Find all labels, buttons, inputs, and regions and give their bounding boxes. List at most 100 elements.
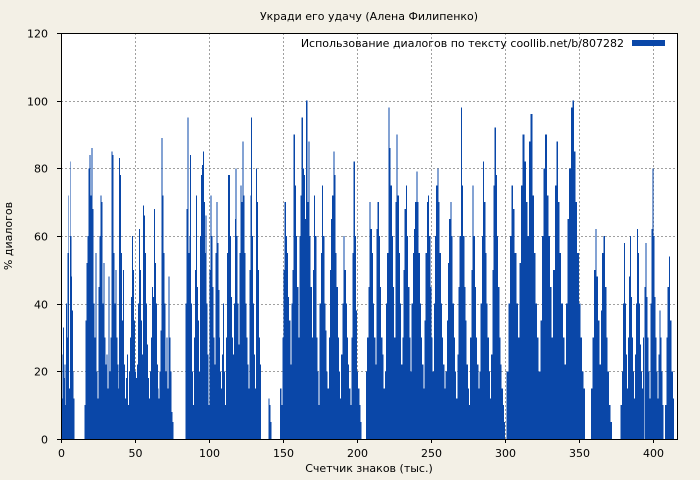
bar bbox=[559, 252, 562, 439]
bar bbox=[344, 269, 346, 439]
bar bbox=[655, 337, 657, 439]
bar bbox=[252, 236, 254, 439]
bar bbox=[221, 388, 223, 439]
bar bbox=[637, 229, 639, 439]
x-tick-label: 150 bbox=[273, 447, 294, 460]
bar bbox=[495, 175, 498, 439]
legend-label: Использование диалогов по тексту coollib… bbox=[301, 37, 624, 50]
bar bbox=[223, 303, 225, 439]
bar bbox=[337, 337, 339, 439]
bar bbox=[289, 320, 291, 439]
bar bbox=[245, 303, 247, 439]
bar bbox=[371, 252, 374, 439]
bar bbox=[308, 141, 310, 439]
bar bbox=[157, 388, 159, 439]
bar bbox=[230, 296, 232, 439]
bar bbox=[299, 236, 301, 439]
bar bbox=[575, 202, 578, 439]
bar bbox=[109, 371, 111, 439]
bar bbox=[316, 337, 318, 439]
bar bbox=[333, 151, 335, 440]
bar bbox=[389, 148, 391, 439]
bar bbox=[281, 405, 283, 439]
x-tick-label: 300 bbox=[495, 447, 516, 460]
bar bbox=[522, 134, 525, 439]
bar bbox=[240, 185, 242, 439]
bar bbox=[91, 148, 93, 439]
bar bbox=[204, 252, 206, 439]
bar bbox=[591, 388, 593, 439]
bar bbox=[249, 269, 251, 439]
bar bbox=[452, 303, 454, 439]
bar bbox=[327, 388, 329, 439]
bar bbox=[447, 263, 450, 439]
bar bbox=[543, 168, 546, 439]
bar bbox=[408, 286, 410, 439]
bar bbox=[459, 236, 461, 439]
bar bbox=[198, 371, 200, 439]
bar bbox=[475, 337, 478, 439]
bar bbox=[295, 236, 298, 439]
bar bbox=[499, 337, 501, 439]
bar bbox=[158, 398, 160, 439]
bar bbox=[303, 175, 306, 439]
bar bbox=[328, 337, 330, 439]
bar bbox=[480, 303, 482, 439]
bar bbox=[291, 303, 293, 439]
bar bbox=[243, 195, 245, 439]
bar bbox=[370, 229, 372, 439]
bar bbox=[600, 310, 603, 439]
bar bbox=[415, 202, 417, 439]
bar bbox=[541, 236, 544, 439]
bar bbox=[143, 215, 145, 439]
bar bbox=[257, 202, 258, 439]
bar bbox=[128, 405, 130, 439]
bar bbox=[314, 195, 316, 439]
bar bbox=[72, 371, 74, 439]
bar bbox=[549, 286, 552, 439]
bar bbox=[562, 337, 565, 439]
bar bbox=[658, 354, 660, 439]
bar bbox=[69, 161, 71, 439]
bar bbox=[638, 252, 640, 439]
bar bbox=[545, 134, 547, 439]
bar bbox=[90, 195, 92, 439]
bar bbox=[428, 195, 430, 439]
bar bbox=[67, 252, 69, 439]
bar bbox=[660, 337, 662, 439]
bar bbox=[644, 286, 646, 439]
bar bbox=[211, 236, 213, 439]
plot-area: 0 20 40 60 80 100 120 0 50 100 150 200 250 300 350 400 bbox=[27, 28, 678, 460]
bar bbox=[98, 286, 100, 439]
y-tick-label: 60 bbox=[34, 231, 48, 244]
bar bbox=[554, 185, 557, 439]
bar bbox=[196, 195, 197, 439]
bar bbox=[443, 364, 445, 439]
bar bbox=[208, 405, 210, 439]
bar bbox=[192, 371, 194, 439]
bar bbox=[494, 127, 496, 439]
bar bbox=[456, 398, 458, 439]
bar bbox=[288, 296, 290, 439]
bar bbox=[102, 303, 104, 439]
bar bbox=[466, 364, 468, 439]
bar bbox=[258, 337, 260, 439]
bar bbox=[254, 354, 256, 439]
x-tick-label: 50 bbox=[129, 447, 143, 460]
bar bbox=[649, 398, 651, 439]
bar bbox=[234, 219, 236, 439]
bar bbox=[491, 354, 493, 439]
bar bbox=[628, 276, 630, 439]
bar bbox=[233, 303, 235, 439]
bar bbox=[66, 303, 67, 439]
bar bbox=[620, 405, 622, 439]
bar bbox=[654, 296, 656, 439]
bar bbox=[446, 320, 448, 439]
bar bbox=[307, 202, 309, 439]
bar bbox=[633, 371, 635, 439]
bar bbox=[144, 252, 146, 439]
bar bbox=[195, 269, 197, 439]
bar bbox=[367, 337, 369, 439]
bar bbox=[380, 286, 382, 439]
bar bbox=[237, 303, 239, 439]
